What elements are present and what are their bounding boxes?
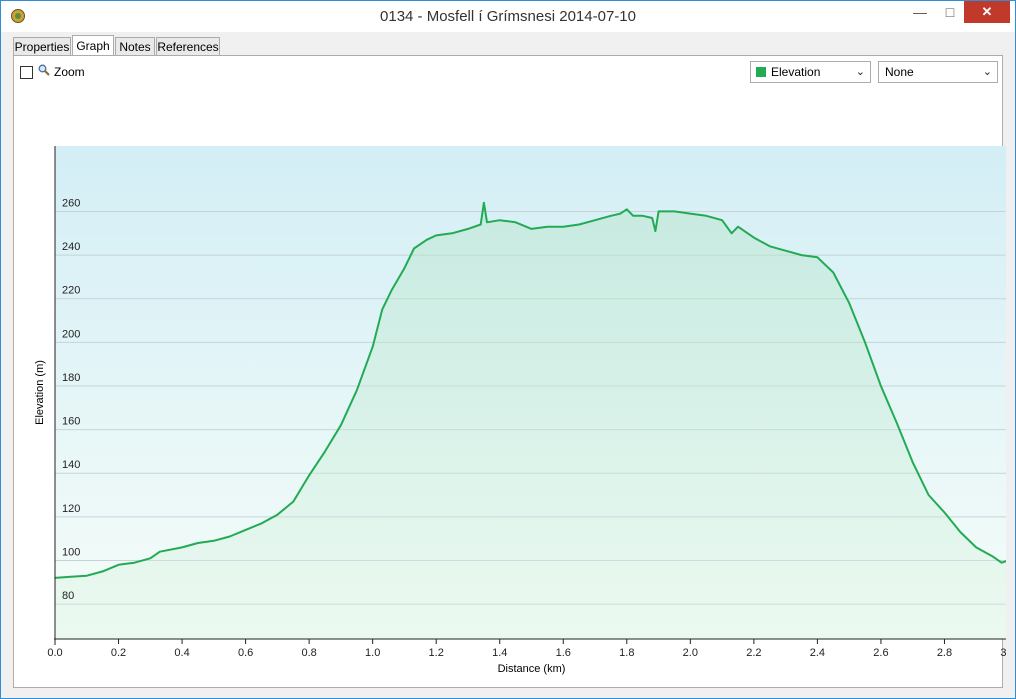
title-bar[interactable]: 0134 - Mosfell í Grímsnesi 2014-07-10 — …: [1, 1, 1015, 32]
x-tick-label: 0.0: [47, 647, 62, 659]
app-icon[interactable]: [11, 9, 25, 23]
close-button[interactable]: ✕: [964, 1, 1010, 23]
y-tick-label: 260: [62, 197, 80, 209]
x-tick-label: 0.6: [238, 647, 253, 659]
y-tick-label: 80: [62, 590, 74, 602]
tab-notes[interactable]: Notes: [115, 37, 155, 55]
x-tick-labels: 0.0 0.2 0.4 0.6 0.8 1.0 1.2 1.4 1.6 1.8 2.0 2.2 2.4 2…: [47, 647, 1006, 659]
x-tick-label: 2.6: [873, 647, 888, 659]
x-tick-label: 0.8: [301, 647, 316, 659]
secondary-select-value: None: [885, 65, 914, 79]
zoom-checkbox[interactable]: [20, 66, 33, 79]
elevation-area-fill: [55, 202, 1006, 639]
x-tick-label: 2.2: [746, 647, 761, 659]
y-tick-label: 220: [62, 285, 80, 297]
y-axis-label: Elevation (m): [34, 360, 46, 425]
axes: [54, 146, 1006, 645]
y-tick-label: 160: [62, 416, 80, 428]
y-tick-label: 180: [62, 372, 80, 384]
x-tick-label: 2.8: [937, 647, 952, 659]
magnifier-icon: [38, 64, 50, 76]
chevron-down-icon: ⌄: [855, 66, 865, 78]
primary-select-value: Elevation: [771, 65, 821, 79]
x-tick-label: 2.0: [683, 647, 698, 659]
x-tick-label: 1.8: [619, 647, 634, 659]
tab-graph[interactable]: Graph: [72, 35, 114, 56]
tab-properties[interactable]: Properties: [13, 37, 71, 55]
x-tick-label: 0.2: [111, 647, 126, 659]
x-tick-label: 1.2: [429, 647, 444, 659]
y-tick-label: 200: [62, 328, 80, 340]
minimize-button[interactable]: —: [913, 4, 927, 20]
window-title: 0134 - Mosfell í Grímsnesi 2014-07-10: [380, 8, 636, 25]
chevron-down-icon: ⌄: [982, 66, 992, 78]
x-tick-label: 1.6: [556, 647, 571, 659]
elevation-color-swatch: [756, 67, 766, 77]
x-tick-label: 3.0: [1000, 647, 1006, 659]
y-tick-label: 100: [62, 546, 80, 558]
y-tick-label: 140: [62, 459, 80, 471]
secondary-series-select[interactable]: None ⌄: [878, 61, 998, 83]
zoom-label: Zoom: [54, 65, 85, 79]
y-tick-label: 240: [62, 241, 80, 253]
x-tick-label: 1.0: [365, 647, 380, 659]
y-tick-labels: 80 100 120 140 160 180 200 220 240 260: [62, 197, 80, 602]
maximize-button[interactable]: □: [945, 4, 955, 20]
graph-panel: Zoom Elevation ⌄ None ⌄: [13, 55, 1006, 688]
tab-references[interactable]: References: [156, 37, 220, 55]
x-tick-label: 0.4: [174, 647, 189, 659]
x-tick-label: 2.4: [810, 647, 825, 659]
primary-series-select[interactable]: Elevation ⌄: [750, 61, 871, 83]
elevation-line[interactable]: [54, 201, 1006, 579]
y-tick-label: 120: [62, 503, 80, 515]
x-tick-label: 1.4: [492, 647, 507, 659]
x-axis-label: Distance (km): [498, 663, 566, 675]
